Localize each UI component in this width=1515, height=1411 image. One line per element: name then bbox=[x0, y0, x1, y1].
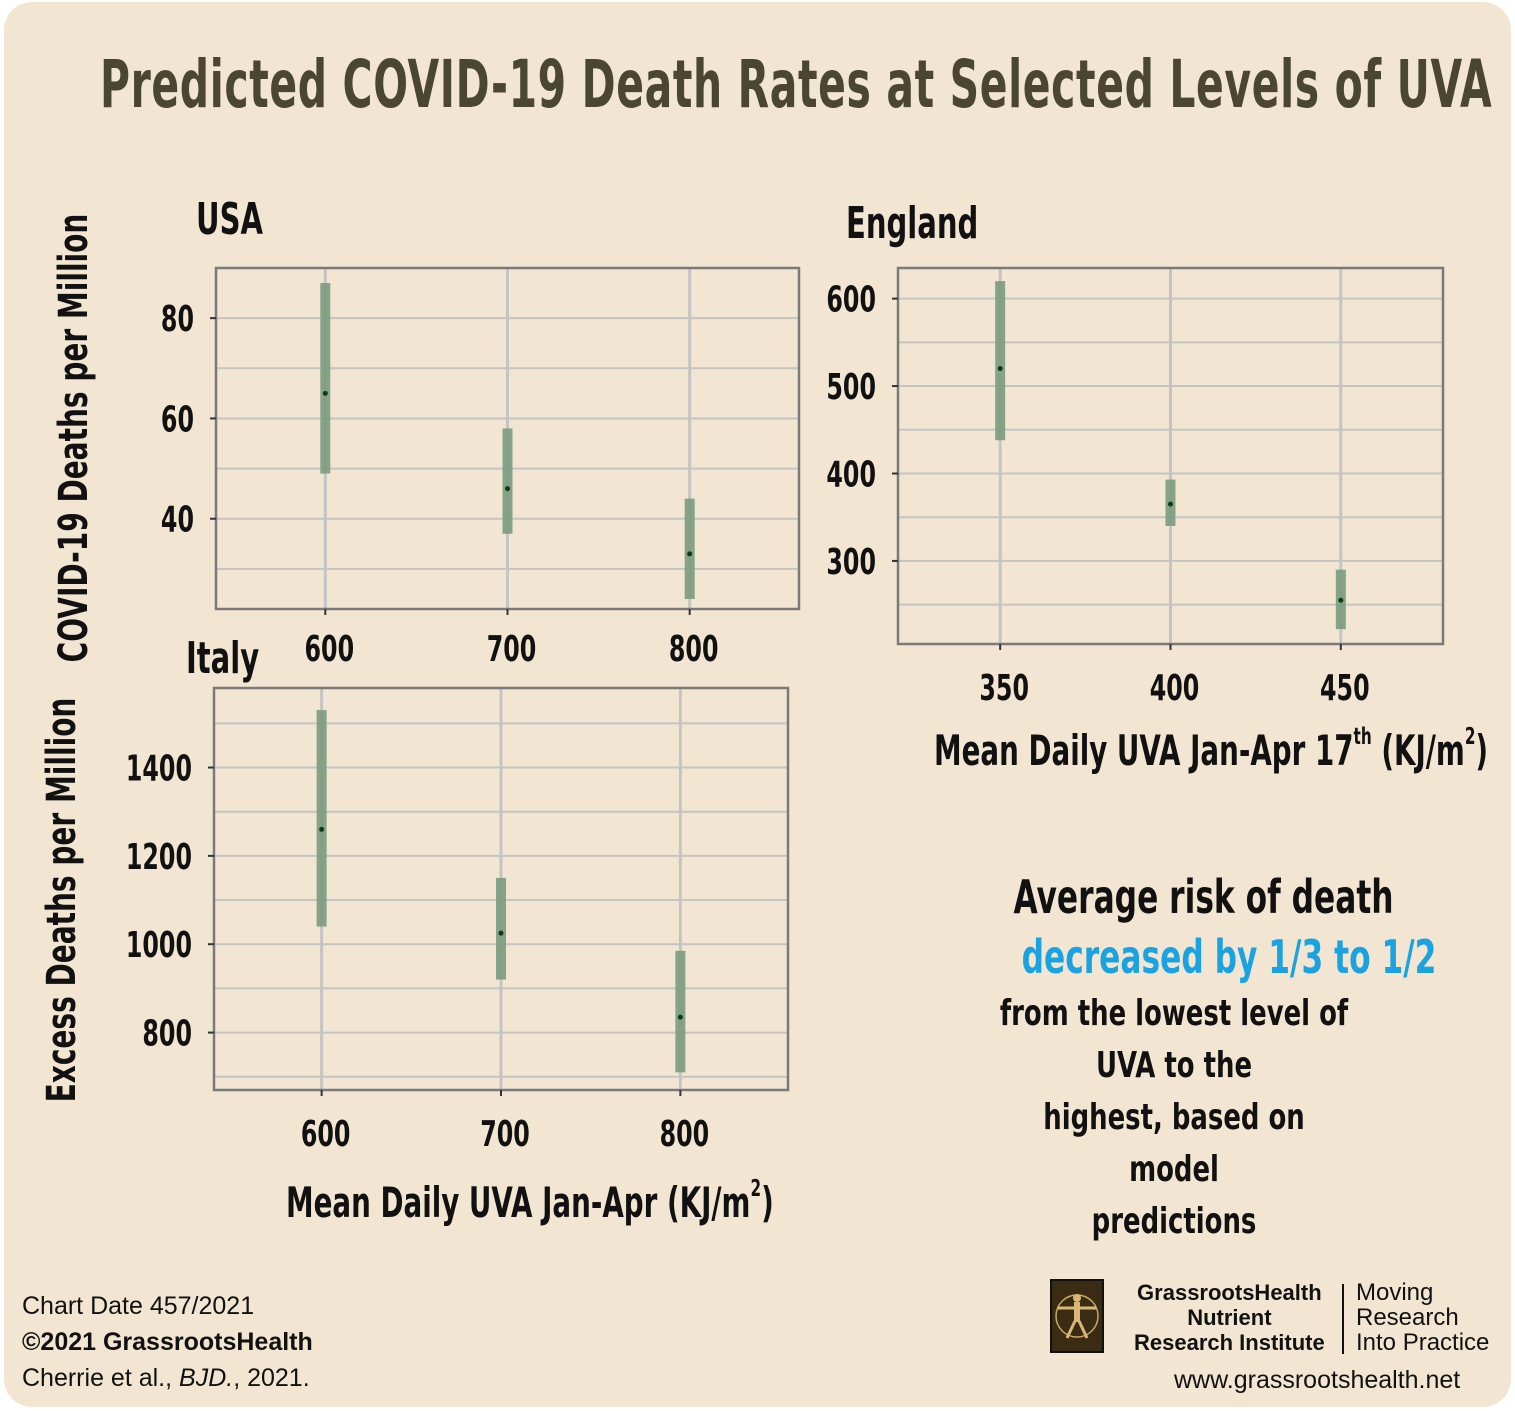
usa-xtick-label-2: 800 bbox=[669, 629, 719, 670]
england-xtick-label-2: 450 bbox=[1320, 668, 1370, 709]
note-line-1: Average risk of death bbox=[1013, 870, 1394, 924]
usa-ytick-label-1: 60 bbox=[161, 400, 194, 441]
logo-divider bbox=[1342, 1284, 1344, 1354]
citation-year: , 2021. bbox=[233, 1364, 310, 1392]
italy-ytick-label-2: 1200 bbox=[126, 837, 192, 878]
italy-x-axis-label: Mean Daily UVA Jan-Apr (KJ/m2) bbox=[286, 1176, 774, 1227]
italy-point-0 bbox=[319, 826, 325, 832]
england-panel-title: England bbox=[846, 198, 979, 249]
logo-organization: GrassrootsHealth Nutrient Research Insti… bbox=[1134, 1280, 1325, 1355]
italy-ci-bar-1 bbox=[496, 877, 506, 980]
logo-tagline: Moving Research Into Practice bbox=[1356, 1280, 1489, 1355]
italy-ytick-label-1: 1000 bbox=[126, 925, 192, 966]
usa-panel-title: USA bbox=[196, 194, 263, 245]
page-title: Predicted COVID-19 Death Rates at Select… bbox=[100, 46, 1493, 123]
usa-ci-bar-2 bbox=[684, 498, 695, 599]
note-line-3c: predictions bbox=[1091, 1201, 1257, 1242]
italy-panel-title: Italy bbox=[186, 633, 260, 684]
italy-xtick-label-1: 700 bbox=[480, 1114, 530, 1155]
infographic-card: Predicted COVID-19 Death Rates at Select… bbox=[4, 2, 1511, 1407]
usa-point-2 bbox=[687, 551, 693, 557]
italy-xtick-label-0: 600 bbox=[301, 1114, 351, 1155]
logo-tag-line-1: Moving bbox=[1356, 1279, 1434, 1306]
usa-ytick-label-2: 80 bbox=[161, 299, 194, 340]
england-ytick-label-3: 600 bbox=[826, 280, 876, 321]
note-line-3a: from the lowest level of UVA to the bbox=[999, 993, 1349, 1086]
england-ci-bar-0 bbox=[995, 281, 1006, 441]
citation-journal: BJD. bbox=[179, 1364, 234, 1392]
logo-org-line-1: GrassrootsHealth bbox=[1137, 1280, 1322, 1305]
logo-org-line-2: Nutrient bbox=[1187, 1305, 1272, 1330]
citation: Cherrie et al., BJD., 2021. bbox=[22, 1360, 313, 1396]
england-point-1 bbox=[1168, 501, 1173, 507]
italy-ci-bar-0 bbox=[316, 710, 327, 927]
italy-ci-bar-2 bbox=[675, 950, 686, 1073]
usa-point-0 bbox=[322, 390, 328, 396]
website-link[interactable]: www.grassrootshealth.net bbox=[1174, 1366, 1461, 1394]
vitruvian-man-logo-icon bbox=[1050, 1279, 1104, 1353]
italy-xtick-label-2: 800 bbox=[660, 1114, 710, 1155]
copyright: ©2021 GrassrootsHealth bbox=[22, 1328, 313, 1356]
summary-note: Average risk of death decreased by 1/3 t… bbox=[924, 870, 1437, 1248]
italy-ytick-label-0: 800 bbox=[142, 1014, 192, 1055]
usa-xtick-label-1: 700 bbox=[487, 629, 537, 670]
england-ytick-label-1: 400 bbox=[826, 455, 876, 496]
england-point-2 bbox=[1338, 597, 1344, 603]
usa-xtick-label-0: 600 bbox=[305, 629, 355, 670]
usa-ytick-label-0: 40 bbox=[161, 500, 194, 541]
england-xtick-label-0: 350 bbox=[979, 668, 1029, 709]
logo-tag-line-3: Into Practice bbox=[1356, 1329, 1490, 1356]
england-point-0 bbox=[997, 366, 1003, 372]
logo-org-line-3: Research Institute bbox=[1134, 1330, 1325, 1355]
italy-ytick-label-3: 1400 bbox=[126, 749, 192, 790]
england-x-axis-label: Mean Daily UVA Jan-Apr 17th (KJ/m2) bbox=[934, 724, 1489, 775]
england-ytick-label-2: 500 bbox=[826, 367, 876, 408]
usa-point-1 bbox=[505, 486, 510, 492]
chart-date: Chart Date 457/2021 bbox=[22, 1292, 255, 1320]
logo-tag-line-2: Research bbox=[1356, 1304, 1459, 1331]
italy-point-1 bbox=[498, 930, 504, 936]
note-line-3b: highest, based on model bbox=[1043, 1097, 1305, 1190]
note-line-2: decreased by 1/3 to 1/2 bbox=[1021, 930, 1437, 984]
usa-ci-bar-0 bbox=[320, 283, 331, 474]
usa-ci-bar-1 bbox=[502, 428, 513, 534]
footer-credits: Chart Date 457/2021 ©2021 GrassrootsHeal… bbox=[22, 1288, 313, 1396]
usa-chart: 40 60 80 600 700 800 300 400 500 600 350 400 450 800 1… bbox=[126, 266, 1445, 1155]
england-xtick-label-1: 400 bbox=[1150, 668, 1200, 709]
england-ytick-label-0: 300 bbox=[826, 542, 876, 583]
citation-authors: Cherrie et al., bbox=[22, 1364, 180, 1392]
italy-point-2 bbox=[677, 1014, 683, 1020]
